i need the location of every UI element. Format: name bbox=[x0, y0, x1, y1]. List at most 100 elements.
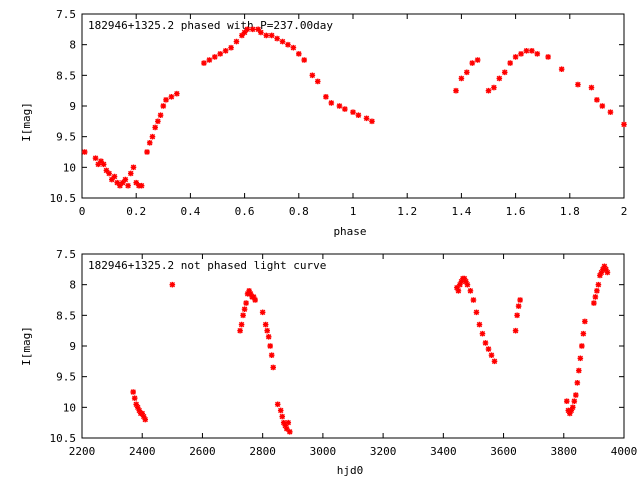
unphased-data-point bbox=[139, 410, 146, 417]
phased-data-point bbox=[241, 29, 248, 36]
unphased-xtick-label: 2800 bbox=[249, 445, 276, 458]
phased-data-point bbox=[249, 26, 256, 33]
unphased-data-point bbox=[565, 407, 572, 414]
unphased-data-point bbox=[130, 389, 136, 395]
unphased-xtick-label: 2600 bbox=[189, 445, 216, 458]
phased-data-point bbox=[501, 69, 508, 76]
phased-data-point bbox=[285, 41, 291, 48]
unphased-data-point bbox=[238, 321, 245, 328]
unphased-xtick-label: 3800 bbox=[551, 445, 578, 458]
unphased-data-point bbox=[580, 330, 587, 337]
unphased-ytick-label: 9 bbox=[69, 340, 76, 353]
unphased-data-point bbox=[563, 398, 570, 404]
phased-data-point bbox=[174, 90, 180, 97]
phased-data-point bbox=[263, 32, 270, 39]
phased-data-point bbox=[217, 51, 224, 57]
unphased-data-point bbox=[571, 398, 578, 404]
phased-plot-xlabel: phase bbox=[333, 225, 366, 238]
phased-data-point bbox=[469, 60, 476, 66]
phased-xtick-label: 0.4 bbox=[180, 205, 200, 218]
unphased-data-point bbox=[479, 330, 486, 337]
phased-data-point bbox=[336, 103, 343, 109]
unphased-ytick-label: 10.5 bbox=[50, 432, 77, 445]
phased-xtick-label: 1.4 bbox=[451, 205, 471, 218]
unphased-ytick-label: 9.5 bbox=[56, 371, 76, 384]
unphased-data-point bbox=[136, 407, 143, 414]
unphased-data-point bbox=[568, 407, 575, 414]
unphased-data-point bbox=[577, 355, 584, 362]
unphased-data-point bbox=[603, 266, 609, 273]
phased-plot: 182946+1325.2 phased with P=237.00day I[… bbox=[20, 8, 627, 238]
phased-data-point bbox=[314, 78, 321, 85]
phased-data-point bbox=[211, 54, 218, 60]
phased-xtick-label: 1.6 bbox=[506, 205, 526, 218]
phased-data-point bbox=[111, 173, 118, 180]
unphased-data-point bbox=[237, 327, 243, 334]
phased-ytick-label: 8 bbox=[69, 39, 76, 52]
unphased-plot-ylabel: I[mag] bbox=[20, 326, 33, 366]
phased-data-point bbox=[122, 176, 129, 183]
phased-data-point bbox=[168, 94, 175, 100]
phased-data-point bbox=[81, 149, 88, 155]
phased-data-point bbox=[119, 179, 126, 186]
unphased-data-point bbox=[473, 309, 480, 316]
phased-data-point bbox=[529, 48, 535, 54]
phased-data-point bbox=[157, 112, 164, 118]
unphased-data-point bbox=[604, 269, 611, 276]
unphased-data-point bbox=[485, 346, 492, 352]
unphased-data-point bbox=[274, 401, 281, 408]
phased-plot-ylabel: I[mag] bbox=[20, 102, 33, 142]
phased-data-point bbox=[103, 167, 110, 174]
phased-xtick-label: 0 bbox=[79, 205, 86, 218]
unphased-data-point bbox=[570, 404, 576, 411]
unphased-xtick-label: 2200 bbox=[69, 445, 96, 458]
phased-ytick-label: 8.5 bbox=[56, 69, 76, 82]
unphased-data-point bbox=[252, 297, 258, 303]
phased-data-point bbox=[92, 155, 99, 161]
unphased-data-point bbox=[131, 395, 138, 401]
unphased-data-point bbox=[598, 269, 605, 276]
unphased-xtick-label: 3200 bbox=[370, 445, 397, 458]
unphased-data-point bbox=[282, 422, 289, 429]
unphased-data-point bbox=[246, 288, 252, 294]
phased-ytick-label: 9 bbox=[69, 100, 76, 113]
unphased-data-point bbox=[467, 288, 474, 294]
phased-data-point bbox=[599, 103, 606, 109]
unphased-data-point bbox=[247, 291, 254, 297]
unphased-data-point bbox=[482, 340, 489, 346]
phased-data-point bbox=[369, 118, 375, 125]
unphased-data-point bbox=[241, 306, 248, 312]
unphased-data-point bbox=[574, 380, 581, 386]
unphased-data-point bbox=[594, 288, 600, 294]
unphased-plot-title: 182946+1325.2 not phased light curve bbox=[88, 259, 326, 272]
unphased-data-point bbox=[265, 334, 272, 340]
phased-xtick-label: 1 bbox=[350, 205, 357, 218]
unphased-data-point bbox=[250, 294, 257, 300]
unphased-data-point bbox=[270, 364, 277, 371]
phased-data-point bbox=[534, 51, 541, 57]
unphased-data-point bbox=[262, 321, 269, 328]
phased-ytick-label: 10 bbox=[63, 161, 76, 174]
phased-data-point bbox=[155, 118, 161, 125]
phased-xtick-label: 0.6 bbox=[235, 205, 255, 218]
phased-data-point bbox=[138, 182, 145, 189]
unphased-xtick-label: 3000 bbox=[310, 445, 337, 458]
phased-data-point bbox=[109, 176, 115, 183]
phased-data-point bbox=[163, 97, 169, 103]
phased-data-point bbox=[268, 32, 275, 39]
phased-data-point bbox=[355, 112, 362, 118]
unphased-data-point bbox=[476, 321, 483, 328]
unphased-data-point bbox=[582, 318, 588, 325]
phased-data-point bbox=[201, 60, 207, 66]
phased-data-point bbox=[342, 106, 348, 112]
phased-data-point bbox=[127, 170, 134, 177]
unphased-data-point bbox=[268, 352, 275, 358]
phased-data-point bbox=[558, 66, 565, 72]
phased-data-point bbox=[100, 161, 107, 168]
unphased-plot-xlabel: hjd0 bbox=[337, 464, 364, 477]
unphased-plot-frame bbox=[81, 253, 625, 439]
phased-xtick-label: 0.2 bbox=[126, 205, 146, 218]
unphased-data-point bbox=[285, 419, 292, 426]
